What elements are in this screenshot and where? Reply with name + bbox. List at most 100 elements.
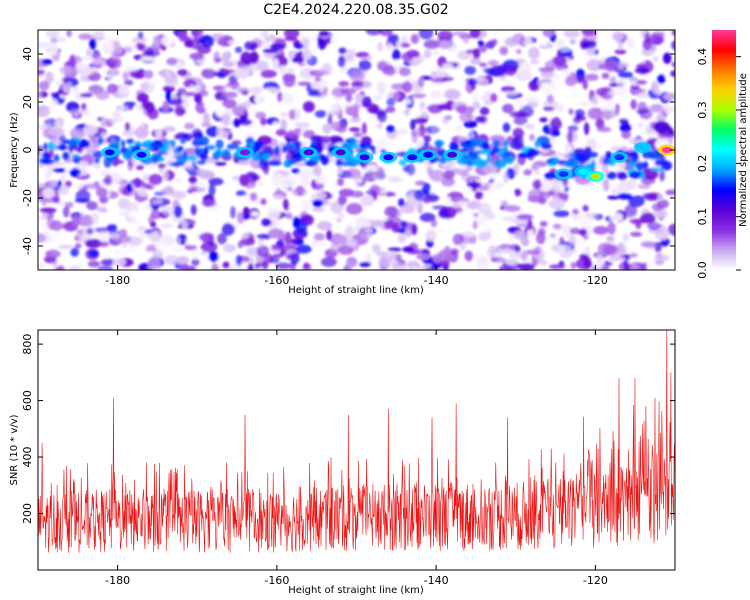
spectrogram-cell bbox=[144, 184, 155, 190]
spectrogram-cell bbox=[307, 91, 323, 97]
spectrogram-cell bbox=[330, 186, 338, 197]
spectrogram-cell bbox=[38, 233, 46, 243]
spectrogram-cell bbox=[566, 145, 572, 153]
spectrogram-cell bbox=[568, 235, 577, 248]
spectrogram-cell bbox=[512, 127, 524, 139]
spectrogram-cell bbox=[351, 81, 364, 87]
spectrogram-cell bbox=[163, 126, 176, 132]
spectrogram-cell bbox=[108, 171, 122, 185]
spectrogram-cell bbox=[471, 92, 480, 102]
spectrogram-cell bbox=[359, 261, 371, 268]
spectrogram-cell bbox=[469, 30, 481, 39]
spectrogram-cell bbox=[618, 118, 629, 125]
spectrogram-cell bbox=[640, 212, 656, 224]
spectrogram-cell bbox=[385, 44, 395, 52]
spectrogram-cell bbox=[459, 112, 474, 123]
spectrogram-cell bbox=[228, 39, 240, 46]
spectrogram-cell bbox=[141, 99, 150, 110]
spectrogram-cell bbox=[254, 261, 269, 270]
spectrogram-cell bbox=[152, 35, 161, 48]
spectrogram-cell bbox=[265, 87, 279, 93]
spectrogram-cell bbox=[617, 40, 623, 51]
spectrogram-cell bbox=[312, 207, 325, 212]
spectrogram-cell bbox=[60, 174, 67, 183]
spectrogram-cell bbox=[630, 231, 643, 237]
spectrogram-cell bbox=[99, 195, 109, 204]
spectrogram-cell bbox=[330, 121, 345, 132]
spectrogram-cell bbox=[86, 201, 98, 211]
spectrogram-cell bbox=[414, 180, 427, 186]
spectrogram-cell bbox=[346, 256, 358, 268]
spectrogram-cell bbox=[271, 173, 285, 187]
spectrogram-cell bbox=[80, 108, 90, 116]
spectrogram-cell bbox=[487, 172, 501, 180]
spectrogram-cell bbox=[498, 265, 513, 270]
spectrogram-cell bbox=[520, 250, 528, 261]
spectrogram-cell bbox=[178, 32, 188, 42]
spectrogram-cell bbox=[74, 147, 83, 152]
spectrogram-cell bbox=[640, 88, 646, 94]
spectrogram-cell bbox=[78, 33, 93, 40]
spectrogram-cell bbox=[191, 128, 203, 141]
spectrogram-cell bbox=[208, 251, 219, 263]
spectrogram-cell bbox=[330, 242, 340, 253]
spectrogram-cell bbox=[62, 81, 73, 93]
spectrogram-cell bbox=[407, 250, 419, 255]
spectrogram-cell bbox=[257, 236, 265, 247]
spectrogram-cell bbox=[466, 181, 482, 188]
spectrogram-cell bbox=[575, 237, 586, 249]
spectrogram-cell bbox=[137, 187, 150, 197]
spectrogram-cell bbox=[154, 191, 167, 196]
spectrogram-cell bbox=[618, 71, 633, 79]
spectrogram-cell bbox=[242, 132, 257, 139]
spectrogram-cell bbox=[550, 117, 562, 131]
spectrogram-cell bbox=[340, 87, 357, 95]
spectrogram-cell bbox=[554, 152, 565, 157]
spectrogram-cell bbox=[69, 264, 81, 270]
spectrogram-cell bbox=[58, 184, 69, 195]
spectrogram-cell bbox=[117, 197, 131, 210]
spectrogram-cell bbox=[295, 221, 307, 234]
spectrogram-cell bbox=[614, 49, 627, 55]
spectrogram-cell bbox=[572, 208, 579, 215]
spectrogram-cell bbox=[432, 128, 439, 133]
spectrogram-cell bbox=[478, 225, 494, 232]
spectrogram-cell bbox=[104, 174, 112, 186]
spectrogram-cell bbox=[217, 72, 226, 79]
spectrogram-cell bbox=[200, 241, 218, 253]
snr-frame bbox=[37, 329, 676, 571]
spectrogram-cell bbox=[42, 212, 48, 219]
spectrogram-cell bbox=[195, 86, 201, 93]
spectrogram-cell bbox=[118, 84, 130, 97]
spectrogram-cell bbox=[592, 225, 610, 235]
spectrogram-cell bbox=[57, 144, 67, 151]
spectrogram-cell bbox=[45, 71, 54, 84]
spectrogram-cell bbox=[173, 205, 183, 219]
spectrogram-cell bbox=[443, 170, 455, 180]
spectrogram-cell bbox=[583, 256, 592, 270]
spectrogram-cell bbox=[535, 232, 546, 245]
snr-y-tick-label: 600 bbox=[21, 390, 34, 411]
spectrogram-cell bbox=[510, 244, 519, 251]
spectrogram-cell bbox=[457, 200, 465, 207]
spectrogram-cell bbox=[69, 109, 83, 116]
spectrogram-cell bbox=[302, 49, 312, 61]
spectrogram-cell bbox=[64, 180, 72, 188]
snr-x-tick-label: -160 bbox=[264, 574, 289, 587]
spectrogram-cell bbox=[201, 199, 217, 208]
spectrogram-cell bbox=[526, 148, 540, 157]
spectrogram-cell bbox=[222, 261, 230, 269]
spectrogram-cell bbox=[133, 177, 142, 189]
spectrogram-cell bbox=[628, 195, 645, 207]
spectrogram-cell bbox=[260, 69, 277, 79]
spectrogram-cell bbox=[423, 196, 431, 204]
spectrogram-cell bbox=[441, 63, 454, 68]
spectrogram-cell bbox=[243, 109, 249, 120]
spectrogram-cell bbox=[221, 51, 231, 64]
spectrogram-cell bbox=[247, 263, 254, 270]
spectrogram-cell bbox=[239, 174, 250, 187]
spectrogram-cell bbox=[501, 216, 518, 222]
spectrogram-cell bbox=[295, 186, 304, 193]
spectrogram-cell bbox=[128, 104, 134, 111]
spectrogram-cell bbox=[201, 68, 216, 79]
